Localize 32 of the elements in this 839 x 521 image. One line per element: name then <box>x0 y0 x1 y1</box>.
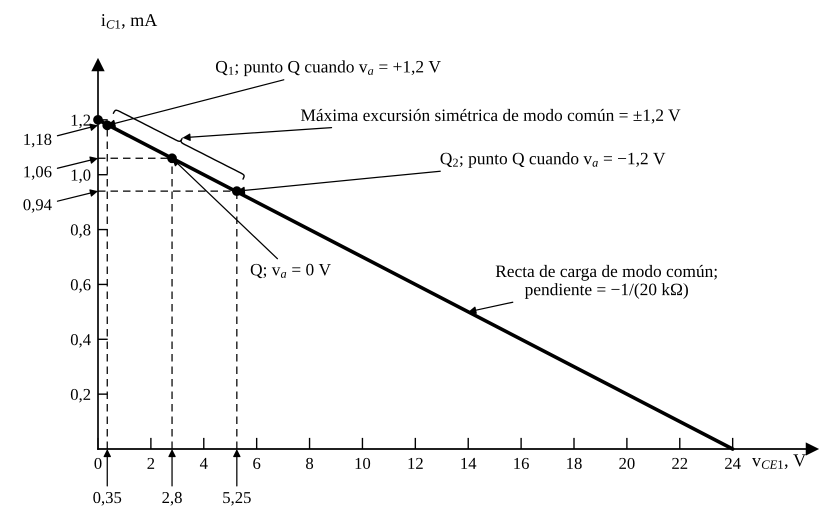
annotation: Recta de carga de modo común; pendiente = −1/(20 kΩ) <box>496 264 717 299</box>
annotation: 5,25 <box>223 492 251 506</box>
annotation: Q$_{1}$; punto Q cuando v$_{a}$ = +1,2 V <box>216 60 441 76</box>
x-tick-label: 6 <box>253 458 260 470</box>
annotation: Máxima excursión simétrica de modo común = ±1,2 V <box>300 108 680 124</box>
y-axis-title: i$_{C1}$, mA <box>101 14 158 29</box>
annotation: Q; v$_{a}$ = 0 V <box>250 264 331 278</box>
x-tick-label: 18 <box>567 458 582 470</box>
x-tick-label: 8 <box>306 458 314 470</box>
y-tick-label: 1,0 <box>72 169 90 184</box>
x-tick-label: 20 <box>619 458 635 470</box>
x-tick-label: 0 <box>94 458 102 470</box>
x-tick-label: 22 <box>672 458 688 469</box>
annotation: 1,18 <box>24 134 52 148</box>
x-axis-title: v$_{CE1}$, V <box>752 454 806 470</box>
y-tick-label: 0,4 <box>70 334 91 348</box>
annotation: 2,8 <box>162 492 182 506</box>
annotation: Q$_{2}$; punto Q cuando v$_{a}$ = −1,2 V <box>440 152 666 168</box>
x-tick-label: 10 <box>356 458 370 470</box>
y-tick-label: 0,6 <box>70 279 91 293</box>
x-tick-label: 16 <box>514 458 529 470</box>
x-tick-label: 4 <box>200 458 208 469</box>
x-tick-label: 12 <box>408 458 423 469</box>
y-tick-label: 1,2 <box>72 114 90 128</box>
annotation: 1,06 <box>24 166 52 180</box>
x-tick-label: 2 <box>147 458 154 469</box>
annotation: 0,35 <box>93 492 122 506</box>
x-tick-label: 14 <box>461 458 476 469</box>
y-tick-label: 0,2 <box>70 388 90 402</box>
y-tick-label: 0,8 <box>70 224 90 238</box>
x-tick-label: 24 <box>725 458 741 469</box>
annotation: 0,94 <box>23 199 52 213</box>
